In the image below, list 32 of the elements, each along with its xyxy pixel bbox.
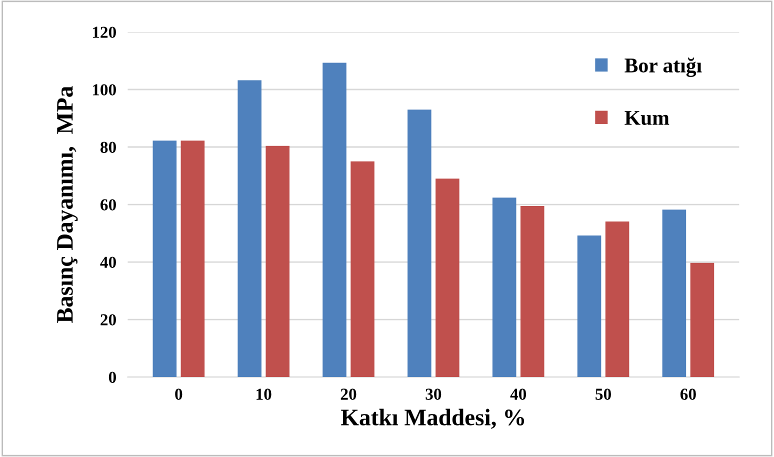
x-tick-label: 10 [256,388,272,400]
y-tick-label: 80 [100,142,116,153]
y-tick-label: 100 [92,84,116,96]
bar [577,236,602,378]
legend-label: Kum [624,111,670,125]
bar [408,110,432,378]
bar [238,80,262,378]
x-tick-label: 40 [510,388,526,400]
bar [152,140,177,378]
bar [350,161,374,378]
y-tick-label: 40 [100,256,116,268]
bar [520,206,544,378]
x-tick-label: 30 [426,388,442,400]
bar [492,198,516,378]
bar [690,262,714,378]
x-tick-label: 50 [596,388,611,400]
bar [662,210,686,378]
legend-label: Bor atığı [624,58,702,77]
x-tick-label: 20 [340,388,356,400]
x-tick-label: 0 [175,388,182,400]
bar [436,178,460,378]
x-axis-title: Katkı Maddesi, % [341,408,524,429]
y-tick-label: 20 [100,314,116,326]
x-tick-label: 60 [680,388,696,400]
bar [180,140,205,378]
bar [266,146,290,378]
y-tick-label: 60 [100,199,116,210]
y-tick-label: 0 [108,372,116,383]
y-axis-title: Basınç Dayanımı, MPa [57,86,78,323]
bar [605,221,630,378]
y-tick-label: 120 [92,26,116,38]
bar [322,62,346,378]
